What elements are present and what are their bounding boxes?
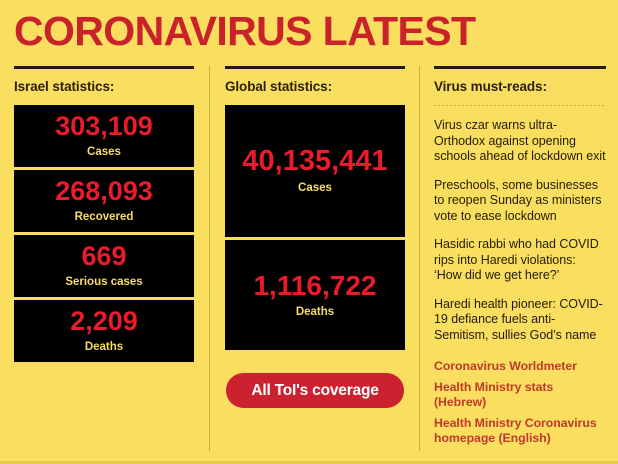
stat-card-global-deaths: 1,116,722 Deaths: [225, 240, 405, 350]
stat-value: 2,209: [70, 306, 138, 337]
link-health-ministry-stats-hebrew[interactable]: Health Ministry stats (Hebrew): [434, 379, 554, 410]
must-read-article-3[interactable]: Hasidic rabbi who had COVID rips into Ha…: [434, 237, 599, 282]
israel-column-top-rule: [14, 66, 194, 69]
stat-value: 40,135,441: [242, 145, 388, 178]
stat-label: Deaths: [295, 305, 335, 318]
stat-label: Cases: [298, 182, 332, 195]
global-statistics-heading: Global statistics:: [225, 79, 332, 94]
must-read-article-4[interactable]: Haredi health pioneer: COVID-19 defiance…: [434, 296, 603, 342]
stat-card-israel-serious-cases: 669 Serious cases: [14, 235, 194, 297]
link-coronavirus-worldmeter[interactable]: Coronavirus Worldmeter: [434, 359, 577, 373]
must-reads-column-top-rule: [434, 66, 606, 69]
stat-card-israel-deaths: 2,209 Deaths: [14, 300, 194, 362]
virus-must-reads-column: Virus must-reads: Virus czar warns ultra…: [434, 66, 606, 452]
global-statistics-column: Global statistics: 40,135,441 Cases 1,11…: [225, 66, 405, 408]
stat-value: 268,093: [55, 176, 153, 207]
link-health-ministry-coronavirus-homepage-english[interactable]: Health Ministry Coronavirus homepage (En…: [434, 415, 597, 446]
column-divider-1: [209, 66, 210, 451]
must-reads-heading: Virus must-reads:: [434, 79, 547, 94]
stat-label: Serious cases: [65, 276, 143, 289]
stat-card-global-cases: 40,135,441 Cases: [225, 105, 405, 237]
all-toi-coverage-button[interactable]: All ToI's coverage: [226, 373, 404, 408]
stat-value: 303,109: [55, 111, 153, 142]
stat-value: 1,116,722: [253, 269, 377, 301]
must-read-article-1[interactable]: Virus czar warns ultra-Orthodox against …: [434, 118, 606, 163]
global-column-top-rule: [225, 66, 405, 69]
page-title: CORONAVIRUS LATEST: [14, 8, 476, 54]
must-read-article-2[interactable]: Preschools, some businesses to reopen Su…: [434, 177, 602, 223]
stat-card-israel-cases: 303,109 Cases: [14, 105, 194, 167]
israel-statistics-heading: Israel statistics:: [14, 79, 115, 94]
must-reads-dotted-separator: [434, 105, 606, 106]
stat-label: Recovered: [74, 211, 134, 224]
column-divider-2: [419, 66, 420, 451]
israel-statistics-column: Israel statistics: 303,109 Cases 268,093…: [14, 66, 194, 365]
stat-label: Cases: [87, 146, 121, 159]
stat-value: 669: [81, 241, 127, 272]
stat-label: Deaths: [84, 341, 124, 354]
stat-card-israel-recovered: 268,093 Recovered: [14, 170, 194, 232]
